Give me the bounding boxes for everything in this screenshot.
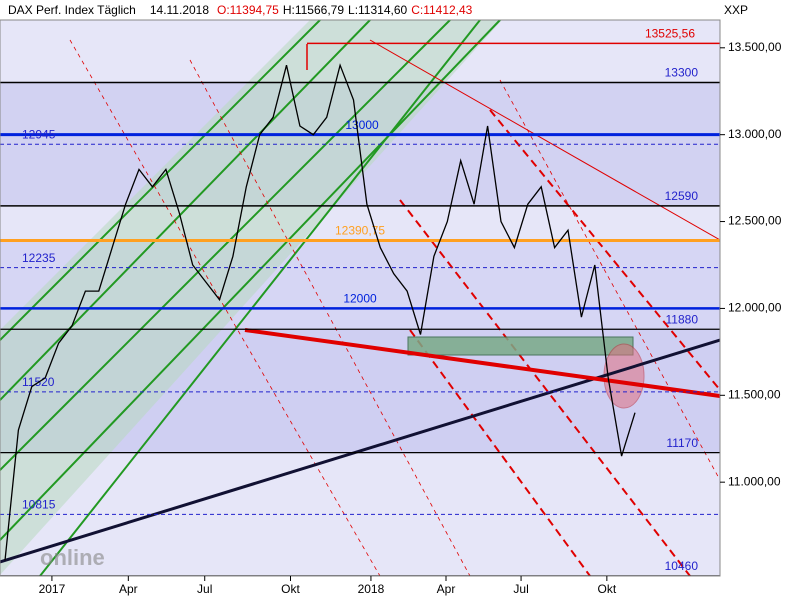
plot-area: 13525,56 13300 13000 12945 12590 12390,75 1223… (0, 20, 720, 576)
y-tick-label: 13.500,00 (728, 40, 782, 54)
highlight (603, 343, 645, 409)
trendline (0, 338, 720, 564)
x-tick-label: Apr (119, 582, 138, 596)
x-tick-label: Okt (598, 582, 617, 596)
price-line (4, 63, 636, 561)
frame (0, 19, 721, 577)
x-tick-label: Jul (197, 582, 212, 596)
red-trendlines (69, 39, 720, 576)
level-label: 12590 (665, 189, 699, 203)
green-channel (0, 20, 501, 576)
y-tick-label: 12.500,00 (728, 214, 782, 228)
x-tick-label: 2017 (39, 582, 66, 596)
level-label: 11170 (666, 436, 698, 450)
level-label: 10460 (665, 559, 699, 573)
level-label: 13300 (665, 66, 699, 80)
chart-title: DAX Perf. Index Täglich 14.11.2018 O:11394… (8, 3, 473, 17)
level-label: 12945 (22, 127, 56, 141)
level-label: 11880 (666, 312, 699, 326)
y-tick-label: 13.000,00 (728, 127, 782, 141)
x-tick-label: Okt (281, 582, 300, 596)
trendline (244, 328, 720, 398)
x-tick-label: Jul (513, 582, 528, 596)
y-tick-label: 11.500,00 (728, 387, 781, 401)
x-tick-label: Apr (437, 582, 456, 596)
x-tick-label: 2018 (358, 582, 385, 596)
level-label: 12235 (22, 251, 56, 265)
channel (0, 20, 502, 575)
level-label: 12390,75 (335, 224, 385, 238)
watermark: online (40, 545, 105, 570)
level-label: 13525,56 (645, 27, 695, 41)
level-label: 13000 (345, 118, 379, 132)
y-tick-label: 12.000,00 (728, 301, 782, 315)
y-tick-label: 11.000,00 (728, 474, 781, 488)
support-zone (407, 336, 634, 356)
level-label: 10815 (22, 497, 56, 511)
axis-label: XXP (724, 3, 748, 17)
level-label: 12000 (343, 292, 377, 306)
